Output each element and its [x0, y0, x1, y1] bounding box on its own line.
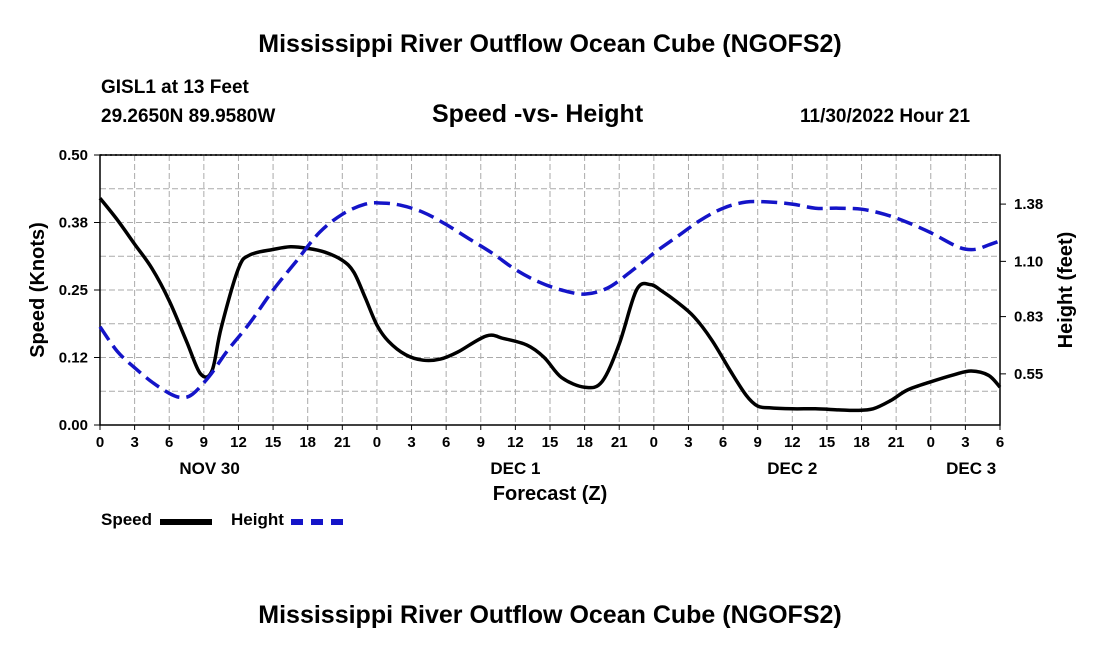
station-label: GISL1 at 13 Feet — [101, 77, 249, 98]
x-tick-label: 18 — [299, 434, 316, 451]
x-tick-label: 0 — [927, 434, 935, 451]
x-tick-label: 3 — [961, 434, 969, 451]
forecast-datetime: 11/30/2022 Hour 21 — [800, 106, 971, 127]
legend-height-label: Height — [231, 510, 284, 529]
legend-speed-swatch — [160, 519, 212, 525]
y-tick-label: 0.00 — [59, 417, 88, 434]
x-tick-label: 12 — [784, 434, 801, 451]
day-label: NOV 30 — [179, 459, 239, 478]
footer-title: Mississippi River Outflow Ocean Cube (NG… — [258, 601, 842, 629]
day-label: DEC 2 — [767, 459, 817, 478]
x-tick-label: 6 — [719, 434, 727, 451]
y2-tick-label: 0.83 — [1014, 309, 1043, 326]
x-tick-label: 0 — [650, 434, 658, 451]
y-tick-label: 0.12 — [59, 350, 88, 367]
y-tick-label: 0.25 — [59, 282, 88, 299]
x-tick-label: 9 — [754, 434, 762, 451]
x-tick-label: 0 — [96, 434, 104, 451]
y2-axis-title: Height (feet) — [1055, 232, 1077, 349]
x-tick-label: 21 — [611, 434, 628, 451]
x-tick-label: 9 — [200, 434, 208, 451]
legend-speed-label: Speed — [101, 510, 153, 529]
chart-title: Speed -vs- Height — [432, 100, 644, 128]
x-axis-title: Forecast (Z) — [493, 483, 607, 505]
x-tick-label: 15 — [265, 434, 282, 451]
axis-ticks — [94, 154, 1006, 430]
x-tick-label: 6 — [165, 434, 173, 451]
x-tick-label: 12 — [230, 434, 247, 451]
station-coordinates: 29.2650N 89.9580W — [101, 106, 276, 127]
x-tick-label: 6 — [442, 434, 450, 451]
x-tick-label: 15 — [542, 434, 559, 451]
y2-tick-label: 1.10 — [1014, 253, 1043, 270]
y-tick-label: 0.38 — [59, 215, 88, 232]
grid-lines — [100, 154, 1000, 425]
height-series-line — [98, 199, 1001, 400]
x-tick-label: 18 — [576, 434, 593, 451]
x-tick-label: 3 — [684, 434, 692, 451]
x-tick-label: 12 — [507, 434, 524, 451]
y2-tick-label: 0.55 — [1014, 366, 1043, 383]
page-title: Mississippi River Outflow Ocean Cube (NG… — [258, 30, 842, 58]
x-tick-label: 21 — [888, 434, 905, 451]
x-tick-label: 3 — [407, 434, 415, 451]
x-tick-label: 3 — [130, 434, 138, 451]
speed-height-chart: 0 3 6 9 12 15 18 21 0 3 6 9 12 15 18 21 0 3 6 9 12 15 18 21 0 3 6 0… — [27, 147, 1077, 505]
x-tick-label: 21 — [334, 434, 351, 451]
day-label: DEC 1 — [490, 459, 540, 478]
speed-series-line — [98, 197, 1002, 413]
x-tick-label: 6 — [996, 434, 1004, 451]
x-tick-label: 15 — [819, 434, 836, 451]
x-tick-label: 18 — [853, 434, 870, 451]
x-tick-label: 0 — [373, 434, 381, 451]
y-tick-label: 0.50 — [59, 147, 88, 164]
series-lines — [98, 197, 1002, 413]
legend-height-swatch — [291, 519, 343, 525]
day-label: DEC 3 — [946, 459, 996, 478]
x-tick-label: 9 — [477, 434, 485, 451]
y-axis-title: Speed (Knots) — [27, 222, 49, 358]
y2-tick-label: 1.38 — [1014, 196, 1043, 213]
axis-labels: 0 3 6 9 12 15 18 21 0 3 6 9 12 15 18 21 0 3 6 9 12 15 18 21 0 3 6 0… — [27, 147, 1077, 505]
